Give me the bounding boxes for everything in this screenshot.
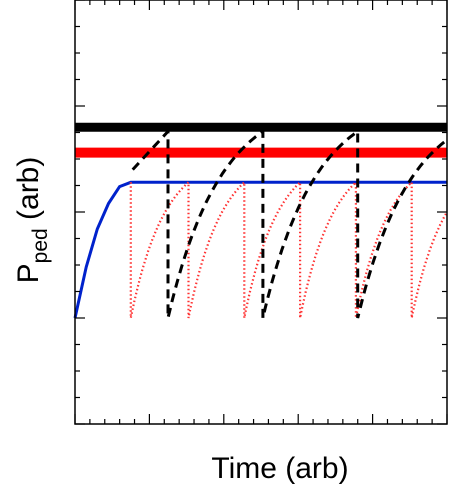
y-axis-label-main: P [12, 263, 45, 283]
red-dotted-sawtooth [129, 179, 448, 319]
plot-area [73, 122, 448, 319]
y-axis-label-subscript: ped [29, 228, 52, 263]
black-dashed-sawtooth [131, 127, 448, 319]
y-axis-label: Pped (arb) [12, 157, 52, 284]
axes-frame [74, 0, 448, 425]
y-axis-label-rest: (arb) [12, 157, 45, 229]
x-axis-label: Time (arb) [211, 452, 348, 485]
axis-ticks [74, 0, 448, 425]
